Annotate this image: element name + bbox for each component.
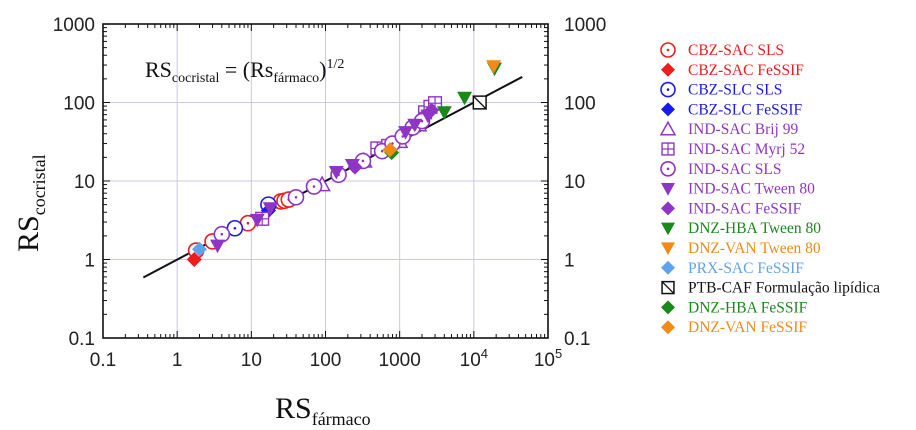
- legend-marker: [661, 280, 675, 295]
- y-tick-label: 1: [84, 251, 95, 272]
- axis-ticks: 0.1 1 10 100 1000 104 1050.111010010000.111010…: [53, 15, 607, 371]
- data-point-s14: [382, 142, 398, 158]
- data-point-s9: [457, 91, 473, 106]
- y-tick-label: 1000: [53, 15, 95, 36]
- legend-label: DNZ-VAN Tween 80: [688, 240, 821, 257]
- data-point-s11: [191, 241, 207, 257]
- legend-marker: [661, 142, 675, 156]
- legend-label: CBZ-SAC SLS: [688, 42, 784, 59]
- y-tick-label: 100: [63, 94, 95, 115]
- x-tick-label: 1: [172, 350, 183, 371]
- y-axis-label: RScocristal: [12, 154, 49, 252]
- right-y-tick-label: 10: [564, 172, 585, 193]
- legend-label: IND-SAC SLS: [688, 161, 781, 178]
- legend-marker: [661, 201, 675, 216]
- right-y-tick-label: 100: [564, 94, 596, 115]
- data-point-s10: [486, 60, 502, 74]
- data-point-s9: [436, 106, 452, 120]
- legend-marker: [661, 260, 675, 275]
- legend-marker: [659, 120, 677, 136]
- legend-label: IND-SAC FeSSIF: [688, 200, 802, 217]
- x-tick-label: 1000: [379, 350, 421, 371]
- legend-label: IND-SAC Tween 80: [688, 181, 815, 198]
- legend-marker: [661, 242, 675, 255]
- legend-marker: [661, 62, 675, 77]
- data-point-s8: [347, 159, 363, 175]
- legend-label: DNZ-HBA FeSSIF: [688, 299, 808, 316]
- legend-marker: [660, 161, 676, 177]
- legend-label: DNZ-VAN FeSSIF: [688, 319, 807, 336]
- x-tick-label: 104: [460, 346, 488, 371]
- legend-label: CBZ-SLC SLS: [688, 82, 782, 99]
- data-point-s7: [262, 202, 278, 216]
- data-point-s7: [249, 213, 265, 228]
- data-point-s8: [424, 102, 440, 118]
- data-point-s6: [305, 178, 323, 195]
- legend-marker: [661, 320, 675, 335]
- x-axis-label: RSfármaco: [275, 392, 371, 429]
- data-point-s7: [407, 118, 423, 133]
- legend-label: CBZ-SAC FeSSIF: [688, 62, 804, 79]
- legend-marker: [660, 42, 676, 58]
- y-tick-label: 0.1: [69, 329, 95, 350]
- legend-marker: [661, 183, 675, 196]
- right-y-tick-label: 0.1: [564, 329, 590, 350]
- legend-marker: [660, 81, 676, 98]
- y-tick-label: 10: [74, 172, 95, 193]
- right-y-tick-label: 1: [564, 251, 575, 272]
- data-point-s6: [213, 225, 231, 243]
- x-tick-label: 105: [534, 346, 562, 371]
- legend-marker: [661, 222, 675, 236]
- data-point-s7: [398, 126, 414, 140]
- x-tick-label: 0.1: [90, 350, 116, 371]
- equation: RScocristal = (Rsfármaco)1/2: [145, 57, 344, 86]
- x-tick-label: 100: [310, 350, 342, 371]
- legend-label: PRX-SAC FeSSIF: [688, 260, 804, 277]
- legend: CBZ-SAC SLS CBZ-SAC FeSSIF CBZ-SLC SLS CBZ-…: [659, 42, 880, 336]
- data-point-s12: [472, 95, 487, 110]
- legend-marker: [661, 300, 675, 315]
- legend-label: IND-SAC Myrj 52: [688, 141, 805, 158]
- data-points: [186, 60, 503, 267]
- legend-label: IND-SAC Brij 99: [688, 121, 798, 138]
- data-point-s7: [210, 239, 226, 254]
- data-point-s1: [186, 252, 202, 267]
- data-point-s7: [328, 166, 344, 180]
- legend-label: PTB-CAF Formulação lipídica: [688, 280, 880, 297]
- legend-label: CBZ-SLC FeSSIF: [688, 101, 803, 118]
- right-y-tick-label: 1000: [564, 15, 606, 36]
- legend-marker: [661, 102, 675, 117]
- x-tick-label: 10: [241, 350, 262, 371]
- legend-label: DNZ-HBA Tween 80: [688, 220, 821, 237]
- data-point-s6: [287, 188, 305, 206]
